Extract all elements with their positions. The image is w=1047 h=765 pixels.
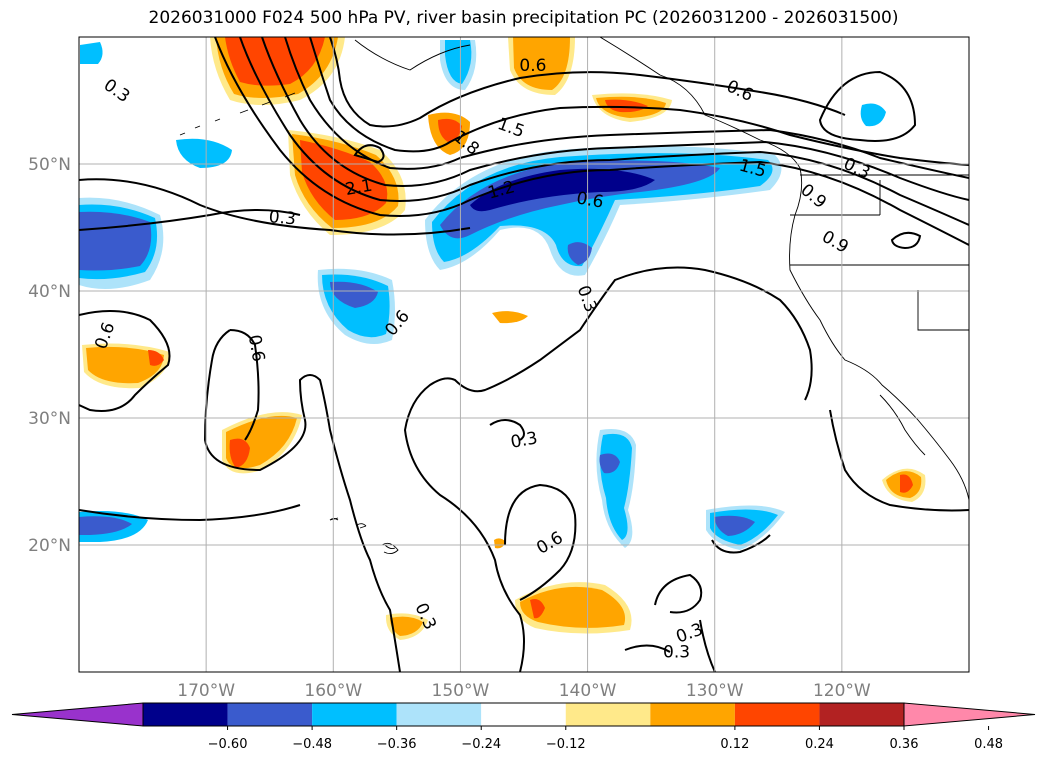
lat-label: 30°N — [28, 409, 71, 429]
colorbar-extend-high — [903, 702, 1036, 727]
colorbar-tick-label: 0.36 — [890, 737, 919, 752]
graticule — [79, 37, 969, 672]
lon-label: 140°W — [559, 681, 617, 701]
pv-contour-0p3-central — [403, 266, 813, 672]
lon-label: 160°W — [304, 681, 362, 701]
longitude-labels: 170°W 160°W 150°W 140°W 130°W 120°W — [177, 681, 871, 701]
lon-label: 130°W — [686, 681, 744, 701]
colorbar-segment — [481, 703, 566, 726]
colorbar: −0.60 −0.48 −0.36 −0.24 −0.12 0.12 0.24 0.36 0.4… — [11, 702, 1036, 752]
contour-label: 0.3 — [509, 428, 539, 452]
lon-label: 150°W — [432, 681, 490, 701]
aleutian-islands — [179, 92, 296, 136]
colorbar-extend-low — [11, 702, 144, 727]
colorbar-segment — [143, 703, 228, 726]
hawaii-islands — [329, 518, 399, 555]
colorbar-segment — [650, 703, 735, 726]
contour-label: 0.3 — [268, 207, 297, 229]
lat-label: 50°N — [28, 155, 71, 175]
colorbar-segment — [819, 703, 904, 726]
contour-label: 0.6 — [519, 56, 546, 76]
pv-contour-0p6-west — [79, 310, 171, 412]
colorbar-tick-label: 0.48 — [974, 737, 1003, 752]
contour-label: 0.6 — [244, 333, 268, 363]
colorbar-tick-label: −0.60 — [208, 737, 248, 752]
colorbar-segment — [734, 703, 820, 726]
colorbar-segment — [396, 703, 482, 726]
map-frame — [78, 36, 970, 673]
colorbar-segment — [312, 703, 397, 726]
north-america-coast — [599, 37, 969, 501]
contour-label: 0.3 — [663, 643, 690, 663]
colorbar-tick-label: 0.12 — [720, 737, 749, 752]
colorbar-tick-label: −0.24 — [461, 737, 501, 752]
coastlines — [179, 37, 969, 555]
pv-contour-0p3-north — [79, 178, 471, 236]
map-title: 2026031000 F024 500 hPa PV, river basin … — [148, 8, 899, 28]
contour-label: 0.6 — [575, 188, 605, 212]
lat-label: 20°N — [28, 536, 71, 556]
colorbar-tick-label: −0.36 — [377, 737, 417, 752]
colorbar-tick-label: −0.48 — [292, 737, 332, 752]
lon-label: 170°W — [177, 681, 235, 701]
contour-label: 2.1 — [344, 176, 374, 200]
pv-contours — [79, 37, 969, 672]
colorbar-segment — [565, 703, 651, 726]
lon-label: 120°W — [813, 681, 871, 701]
neg-area-52n-165w — [176, 138, 232, 168]
pv-contour-jet-1 — [214, 37, 969, 246]
colorbar-tick-label: −0.12 — [546, 737, 586, 752]
latitude-labels: 20°N 30°N 40°N 50°N — [28, 155, 71, 556]
pv-contour-0p3-ne-closed — [818, 70, 917, 142]
colorbar-outline — [142, 702, 905, 727]
colorbar-tick-label: 0.24 — [805, 737, 834, 752]
lat-label: 40°N — [28, 282, 71, 302]
contour-label: 0.3 — [100, 75, 134, 107]
colorbar-segment — [227, 703, 313, 726]
